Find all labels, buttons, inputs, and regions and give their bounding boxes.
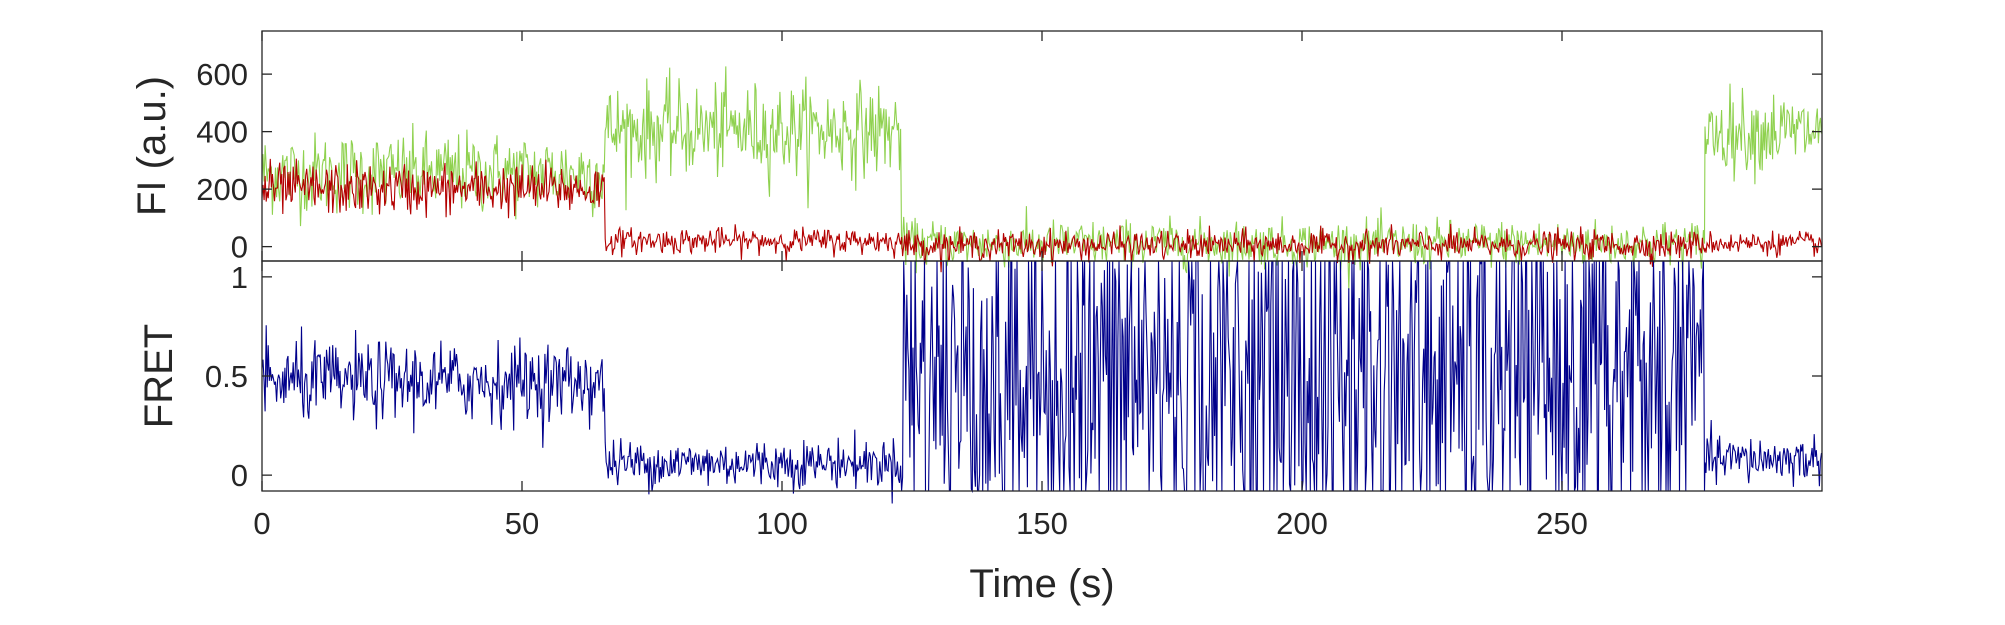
series-line-0-1 xyxy=(261,158,1823,273)
fret-y-label: FRET xyxy=(137,324,181,428)
fluorescence-y-ticks: 0 200 400 600 xyxy=(196,31,1822,265)
y-tick-label: 400 xyxy=(196,115,248,150)
y-tick-label: 200 xyxy=(196,172,248,207)
x-tick-label: 200 xyxy=(1276,506,1328,541)
y-tick-label: 0 xyxy=(231,230,248,265)
y-tick-label: 600 xyxy=(196,57,248,92)
y-tick-label: 0 xyxy=(231,458,248,493)
fluorescence-panel: 0 200 400 600 FI (a.u.) xyxy=(130,30,1823,291)
time-x-label: Time (s) xyxy=(969,562,1114,606)
x-tick-label: 150 xyxy=(1016,506,1068,541)
x-tick-label: 0 xyxy=(253,506,270,541)
fluorescence-y-label: FI (a.u.) xyxy=(130,76,174,216)
x-tick-label: 250 xyxy=(1536,506,1588,541)
y-tick-label: 1 xyxy=(231,260,248,295)
time-x-ticks: 0 50 100 150 200 250 xyxy=(253,261,1588,541)
y-tick-label: 0.5 xyxy=(205,359,248,394)
fret-panel: 00.51 0 50 100 150 200 250 FRET Time (s) xyxy=(137,260,1823,606)
fret-y-ticks: 00.51 xyxy=(205,260,1822,493)
x-tick-label: 100 xyxy=(756,506,808,541)
x-tick-label: 50 xyxy=(505,506,539,541)
